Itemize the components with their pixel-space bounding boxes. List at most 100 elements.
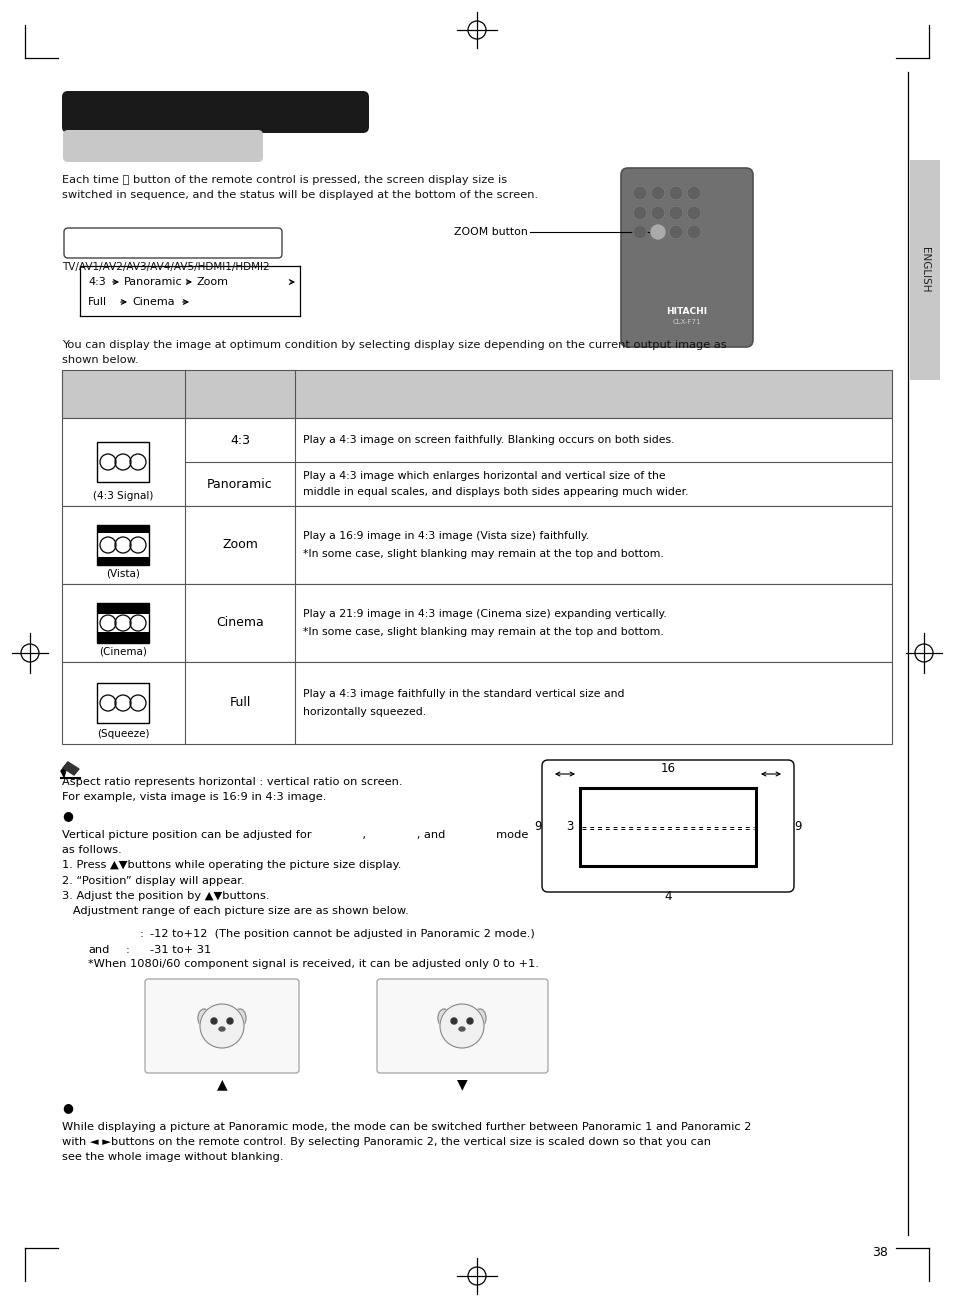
Circle shape — [633, 225, 646, 239]
Circle shape — [686, 206, 700, 219]
Text: Panoramic: Panoramic — [124, 277, 182, 287]
Text: ●: ● — [62, 1101, 72, 1114]
Text: For example, vista image is 16:9 in 4:3 image.: For example, vista image is 16:9 in 4:3 … — [62, 791, 326, 802]
Circle shape — [633, 206, 646, 219]
Text: CLX-F71: CLX-F71 — [672, 319, 700, 325]
Ellipse shape — [233, 1010, 246, 1027]
Text: Zoom: Zoom — [222, 538, 257, 551]
Bar — [62, 662, 891, 744]
Text: Cinema: Cinema — [132, 296, 174, 307]
Text: (Squeeze): (Squeeze) — [96, 729, 149, 739]
Bar — [62, 584, 891, 662]
Text: Aspect ratio represents horizontal : vertical ratio on screen.: Aspect ratio represents horizontal : ver… — [62, 777, 402, 788]
Circle shape — [650, 225, 664, 239]
Text: *In some case, slight blanking may remain at the top and bottom.: *In some case, slight blanking may remai… — [303, 627, 663, 637]
Text: :: : — [126, 946, 130, 955]
Circle shape — [115, 537, 131, 552]
Ellipse shape — [474, 1010, 485, 1027]
Text: ●: ● — [62, 810, 72, 823]
Circle shape — [100, 454, 116, 470]
Circle shape — [668, 225, 682, 239]
Text: 9: 9 — [793, 820, 801, 833]
Ellipse shape — [437, 1010, 450, 1027]
Circle shape — [439, 1004, 483, 1047]
Circle shape — [100, 615, 116, 631]
Text: (Cinema): (Cinema) — [99, 646, 147, 657]
Text: While displaying a picture at Panoramic mode, the mode can be switched further b: While displaying a picture at Panoramic … — [62, 1122, 751, 1162]
Text: Play a 4:3 image on screen faithfully. Blanking occurs on both sides.: Play a 4:3 image on screen faithfully. B… — [303, 435, 674, 445]
Text: ZOOM button: ZOOM button — [454, 227, 527, 236]
Text: You can display the image at optimum condition by selecting display size dependi: You can display the image at optimum con… — [62, 340, 726, 366]
Text: Play a 4:3 image faithfully in the standard vertical size and: Play a 4:3 image faithfully in the stand… — [303, 690, 624, 699]
Text: Each time ⓭ button of the remote control is pressed, the screen display size is
: Each time ⓭ button of the remote control… — [62, 175, 537, 200]
Bar — [97, 603, 149, 614]
Circle shape — [650, 206, 664, 219]
Text: Full: Full — [88, 296, 107, 307]
Text: Play a 21:9 image in 4:3 image (Cinema size) expanding vertically.: Play a 21:9 image in 4:3 image (Cinema s… — [303, 609, 666, 619]
Text: Full: Full — [229, 696, 251, 709]
Circle shape — [467, 1017, 473, 1024]
Circle shape — [200, 1004, 244, 1047]
Text: middle in equal scales, and displays both sides appearing much wider.: middle in equal scales, and displays bot… — [303, 487, 688, 498]
FancyBboxPatch shape — [64, 229, 282, 259]
Text: -12 to+12  (The position cannot be adjusted in Panoramic 2 mode.): -12 to+12 (The position cannot be adjust… — [150, 929, 535, 939]
Circle shape — [130, 615, 146, 631]
Text: Vertical picture position can be adjusted for              ,              , and : Vertical picture position can be adjuste… — [62, 831, 528, 916]
Polygon shape — [63, 761, 79, 774]
FancyBboxPatch shape — [541, 760, 793, 892]
Circle shape — [115, 615, 131, 631]
Text: and: and — [88, 946, 110, 955]
FancyBboxPatch shape — [620, 168, 752, 347]
Text: 38: 38 — [871, 1246, 887, 1259]
Bar — [97, 556, 149, 565]
Circle shape — [668, 206, 682, 219]
Text: 4:3: 4:3 — [230, 434, 250, 447]
Circle shape — [227, 1017, 233, 1024]
Text: *In some case, slight blanking may remain at the top and bottom.: *In some case, slight blanking may remai… — [303, 549, 663, 559]
Text: 4: 4 — [663, 889, 671, 902]
Circle shape — [211, 1017, 216, 1024]
Circle shape — [650, 225, 664, 239]
Text: HITACHI: HITACHI — [666, 307, 707, 316]
FancyBboxPatch shape — [62, 91, 369, 133]
Bar — [62, 505, 891, 584]
Text: ▼: ▼ — [456, 1077, 467, 1091]
Bar — [97, 632, 149, 643]
Text: Cinema: Cinema — [216, 616, 264, 629]
Bar — [97, 441, 149, 482]
Text: ▲: ▲ — [216, 1077, 227, 1091]
Circle shape — [130, 695, 146, 710]
FancyBboxPatch shape — [145, 980, 298, 1074]
Bar — [97, 683, 149, 724]
Circle shape — [451, 1017, 456, 1024]
Polygon shape — [61, 761, 68, 777]
Bar — [97, 525, 149, 533]
Circle shape — [633, 185, 646, 200]
Circle shape — [115, 695, 131, 710]
Text: 16(or 21): 16(or 21) — [642, 788, 693, 797]
Circle shape — [686, 185, 700, 200]
Text: Zoom: Zoom — [196, 277, 229, 287]
Ellipse shape — [219, 1027, 225, 1030]
Circle shape — [650, 185, 664, 200]
Text: *When 1080i/60 component signal is received, it can be adjusted only 0 to +1.: *When 1080i/60 component signal is recei… — [88, 959, 538, 969]
FancyBboxPatch shape — [376, 980, 547, 1074]
Text: 3: 3 — [566, 820, 574, 833]
Circle shape — [100, 695, 116, 710]
Bar — [62, 370, 891, 418]
Text: -31 to+ 31: -31 to+ 31 — [150, 946, 211, 955]
Circle shape — [686, 225, 700, 239]
Text: 16: 16 — [659, 761, 675, 774]
Text: (4:3 Signal): (4:3 Signal) — [92, 491, 153, 502]
FancyBboxPatch shape — [63, 131, 263, 162]
Bar — [62, 418, 891, 505]
Ellipse shape — [198, 1010, 210, 1027]
Text: 9: 9 — [534, 819, 541, 832]
Circle shape — [115, 454, 131, 470]
Text: horizontally squeezed.: horizontally squeezed. — [303, 707, 426, 717]
Circle shape — [130, 454, 146, 470]
Text: ENGLISH: ENGLISH — [919, 247, 929, 293]
Text: TV/AV1/AV2/AV3/AV4/AV5/HDMI1/HDMI2: TV/AV1/AV2/AV3/AV4/AV5/HDMI1/HDMI2 — [62, 263, 270, 272]
Circle shape — [130, 537, 146, 552]
Text: :: : — [140, 929, 144, 939]
